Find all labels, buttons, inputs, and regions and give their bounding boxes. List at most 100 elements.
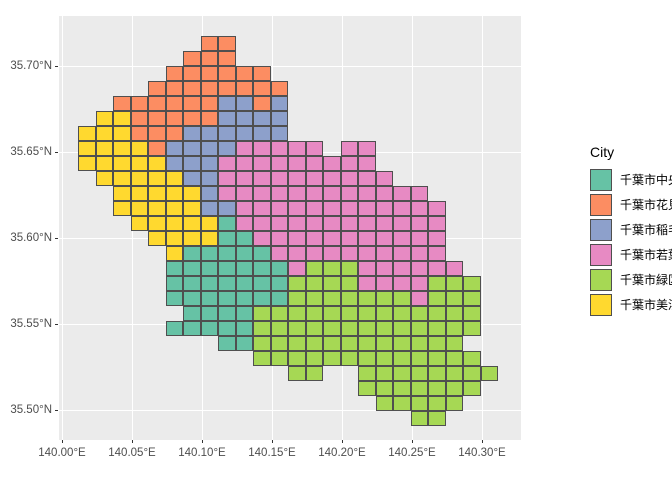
y-axis-tick-mark [55, 152, 58, 153]
map-cell-千葉市花見川区 [200, 111, 218, 126]
map-cell-千葉市中央区 [235, 321, 253, 336]
map-cell-千葉市緑区 [340, 336, 358, 351]
x-axis-tick-mark [202, 440, 203, 443]
legend-key-swatch [590, 169, 612, 191]
map-cell-千葉市緑区 [428, 396, 446, 411]
map-cell-千葉市中央区 [253, 291, 271, 306]
map-cell-千葉市緑区 [428, 381, 446, 396]
map-cell-千葉市稲毛区 [270, 126, 288, 141]
map-cell-千葉市緑区 [305, 351, 323, 366]
map-cell-千葉市若葉区 [375, 261, 393, 276]
map-cell-千葉市緑区 [428, 276, 446, 291]
map-cell-千葉市美浜区 [95, 126, 113, 141]
map-cell-千葉市緑区 [375, 306, 393, 321]
map-cell-千葉市美浜区 [130, 156, 148, 171]
legend-item: 千葉市花見川区 [590, 194, 672, 216]
map-cell-千葉市緑区 [445, 321, 463, 336]
map-cell-千葉市美浜区 [200, 231, 218, 246]
map-cell-千葉市花見川区 [113, 96, 131, 111]
x-axis-tick-label: 140.30°E [458, 447, 506, 459]
map-cell-千葉市若葉区 [253, 141, 271, 156]
map-cell-千葉市緑区 [340, 321, 358, 336]
map-cell-千葉市緑区 [340, 351, 358, 366]
map-cell-千葉市緑区 [288, 366, 306, 381]
map-cell-千葉市若葉区 [235, 156, 253, 171]
map-cell-千葉市美浜区 [78, 156, 96, 171]
map-cell-千葉市若葉区 [393, 261, 411, 276]
map-cell-千葉市花見川区 [183, 111, 201, 126]
map-cell-千葉市稲毛区 [235, 96, 253, 111]
map-cell-千葉市若葉区 [305, 156, 323, 171]
map-cell-千葉市美浜区 [95, 156, 113, 171]
y-axis-tick-label: 35.65°N [10, 146, 52, 158]
map-cell-千葉市花見川区 [218, 81, 236, 96]
y-axis-tick-label: 35.70°N [10, 60, 52, 72]
x-axis-tick-label: 140.20°E [318, 447, 366, 459]
map-cell-千葉市稲毛区 [218, 96, 236, 111]
map-cell-千葉市若葉区 [288, 231, 306, 246]
map-cell-千葉市若葉区 [270, 231, 288, 246]
map-cell-千葉市花見川区 [235, 66, 253, 81]
map-cell-千葉市緑区 [288, 351, 306, 366]
gridline-vertical [62, 16, 64, 440]
map-cell-千葉市花見川区 [183, 51, 201, 66]
map-cell-千葉市稲毛区 [253, 111, 271, 126]
map-cell-千葉市緑区 [323, 276, 341, 291]
map-cell-千葉市緑区 [323, 321, 341, 336]
map-cell-千葉市緑区 [393, 381, 411, 396]
map-cell-千葉市若葉区 [253, 231, 271, 246]
map-cell-千葉市花見川区 [235, 81, 253, 96]
map-cell-千葉市花見川区 [148, 126, 166, 141]
map-cell-千葉市緑区 [253, 351, 271, 366]
legend-item: 千葉市緑区 [590, 269, 672, 291]
map-cell-千葉市稲毛区 [200, 156, 218, 171]
x-axis-tick-label: 140.00°E [38, 447, 86, 459]
map-cell-千葉市中央区 [165, 276, 183, 291]
map-cell-千葉市稲毛区 [183, 171, 201, 186]
map-cell-千葉市緑区 [323, 351, 341, 366]
map-cell-千葉市若葉区 [428, 216, 446, 231]
map-cell-千葉市緑区 [410, 366, 428, 381]
map-cell-千葉市緑区 [358, 351, 376, 366]
map-cell-千葉市中央区 [235, 261, 253, 276]
map-cell-千葉市若葉区 [375, 201, 393, 216]
map-cell-千葉市若葉区 [358, 201, 376, 216]
map-cell-千葉市若葉区 [340, 246, 358, 261]
map-cell-千葉市緑区 [445, 306, 463, 321]
map-cell-千葉市緑区 [463, 366, 481, 381]
map-cell-千葉市緑区 [358, 306, 376, 321]
map-cell-千葉市若葉区 [375, 186, 393, 201]
map-cell-千葉市若葉区 [393, 231, 411, 246]
map-cell-千葉市花見川区 [130, 111, 148, 126]
x-axis-tick-mark [132, 440, 133, 443]
map-cell-千葉市若葉区 [410, 246, 428, 261]
map-cell-千葉市緑区 [445, 336, 463, 351]
map-cell-千葉市緑区 [340, 306, 358, 321]
map-cell-千葉市緑区 [445, 381, 463, 396]
map-cell-千葉市若葉区 [358, 216, 376, 231]
map-cell-千葉市若葉区 [323, 186, 341, 201]
map-cell-千葉市稲毛区 [200, 201, 218, 216]
legend-key-swatch [590, 244, 612, 266]
map-cell-千葉市若葉区 [288, 156, 306, 171]
map-cell-千葉市中央区 [165, 291, 183, 306]
map-cell-千葉市緑区 [375, 396, 393, 411]
map-cell-千葉市緑区 [428, 321, 446, 336]
map-cell-千葉市若葉区 [323, 231, 341, 246]
map-cell-千葉市緑区 [463, 276, 481, 291]
map-cell-千葉市緑区 [305, 366, 323, 381]
map-cell-千葉市若葉区 [218, 171, 236, 186]
map-cell-千葉市中央区 [235, 276, 253, 291]
map-cell-千葉市若葉区 [358, 156, 376, 171]
map-cell-千葉市中央区 [218, 261, 236, 276]
gridline-horizontal [59, 410, 521, 412]
map-cell-千葉市稲毛区 [218, 201, 236, 216]
map-cell-千葉市稲毛区 [165, 156, 183, 171]
map-cell-千葉市若葉区 [340, 216, 358, 231]
map-cell-千葉市若葉区 [253, 156, 271, 171]
legend-item: 千葉市美浜区 [590, 294, 672, 316]
map-cell-千葉市緑区 [253, 336, 271, 351]
map-cell-千葉市花見川区 [200, 66, 218, 81]
map-cell-千葉市緑区 [340, 261, 358, 276]
